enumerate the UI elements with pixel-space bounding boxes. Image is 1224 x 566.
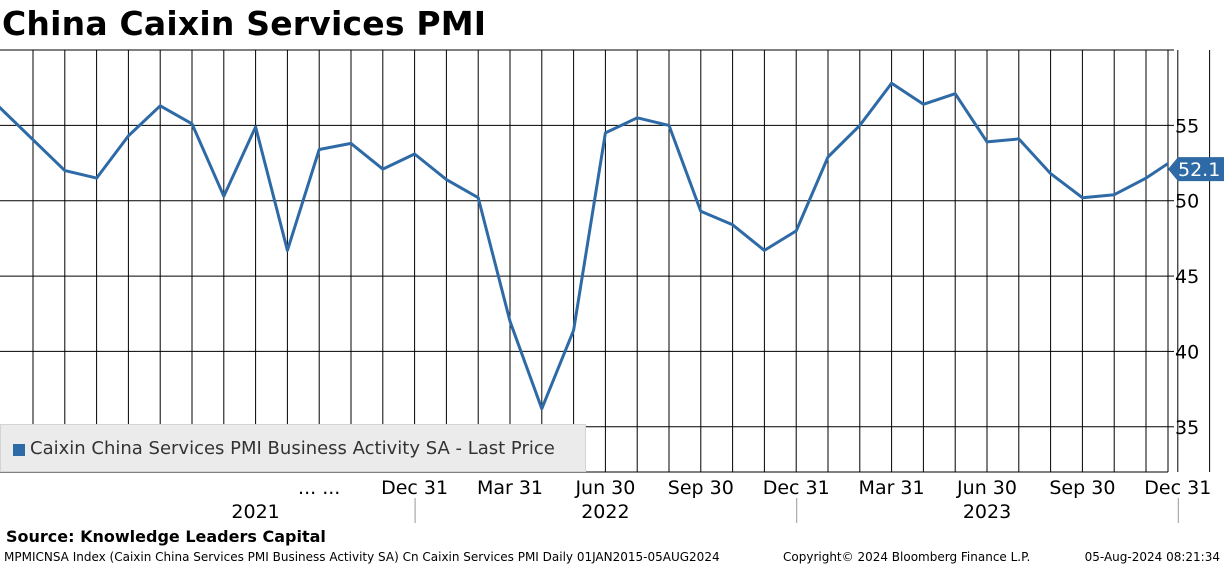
footer-timestamp: 05-Aug-2024 08:21:34 xyxy=(1084,550,1220,564)
x-year-label: 2021 xyxy=(231,501,279,523)
series-layer xyxy=(0,81,1168,411)
last-value-layer: 52.1 xyxy=(1168,157,1224,182)
y-tick-label: 40 xyxy=(1175,341,1199,363)
y-tick-label: 45 xyxy=(1175,266,1199,288)
legend-swatch xyxy=(13,444,25,456)
x-year-label: 2023 xyxy=(963,501,1011,523)
legend: Caixin China Services PMI Business Activ… xyxy=(0,424,586,472)
line-chart: 35 40 45 50 55 ... ... Dec 31 Mar 31 Jun 30 Sep … xyxy=(0,49,1224,523)
x-tick-label: Dec 31 xyxy=(1144,477,1211,499)
footer-ticker: MPMICNSA Index (Caixin China Services PM… xyxy=(4,550,720,564)
x-year-label: 2022 xyxy=(581,501,629,523)
x-tick-label: Mar 31 xyxy=(859,477,925,499)
x-tick-label: Sep 30 xyxy=(668,477,734,499)
footer-copyright: Copyright© 2024 Bloomberg Finance L.P. xyxy=(783,550,1031,564)
grid xyxy=(0,50,1211,472)
y-tick-label: 55 xyxy=(1175,115,1199,137)
series-line xyxy=(0,81,1168,411)
x-axis-years: 2021202220232024 xyxy=(231,498,1179,523)
x-tick-label: Jun 30 xyxy=(574,477,635,499)
last-value-badge xyxy=(1168,157,1224,182)
y-axis-ticks: 35 40 45 50 55 xyxy=(1168,49,1199,439)
source-note: Source: Knowledge Leaders Capital xyxy=(6,527,326,546)
x-tick-label: Jun 30 xyxy=(956,477,1017,499)
x-tick-label: ... ... xyxy=(298,477,340,499)
x-tick-label: Sep 30 xyxy=(1049,477,1115,499)
chart-title: China Caixin Services PMI xyxy=(2,4,487,43)
x-tick-label: Mar 31 xyxy=(477,477,543,499)
last-value-label: 52.1 xyxy=(1178,159,1220,181)
x-tick-label: Dec 31 xyxy=(763,477,830,499)
y-tick-label: 50 xyxy=(1175,191,1199,213)
x-tick-label: Dec 31 xyxy=(381,477,448,499)
legend-label: Caixin China Services PMI Business Activ… xyxy=(30,438,555,459)
y-tick-label: 35 xyxy=(1175,417,1199,439)
axes xyxy=(0,49,1169,473)
x-axis-ticks: ... ... Dec 31 Mar 31 Jun 30 Sep 30 Dec 31 Mar… xyxy=(298,477,1211,499)
